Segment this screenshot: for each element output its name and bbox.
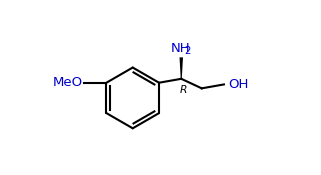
Text: NH: NH <box>170 42 190 55</box>
Text: R: R <box>179 85 187 95</box>
Text: OH: OH <box>228 78 248 91</box>
Text: MeO: MeO <box>52 76 82 89</box>
Polygon shape <box>179 57 183 79</box>
Text: 2: 2 <box>185 46 191 56</box>
